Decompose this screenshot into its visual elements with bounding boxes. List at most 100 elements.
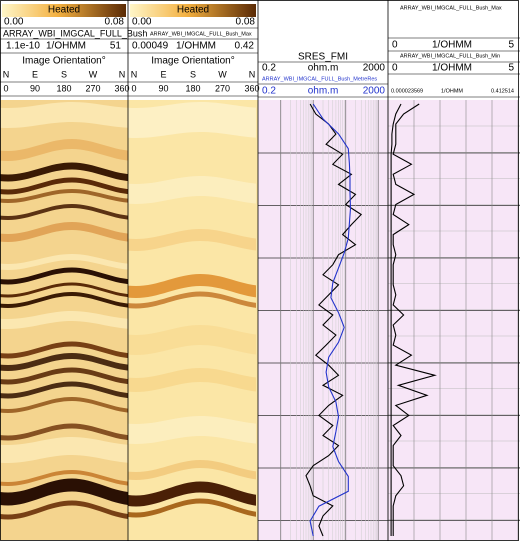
scale-unit: 1/OHMM (432, 63, 472, 74)
degree-label: 90 (30, 83, 40, 93)
curve-name: ARRAY_WBI_IMGCAL_FULL_Bush_Min (400, 53, 500, 59)
image-band (0, 139, 128, 161)
degree-label: 0 (3, 83, 8, 93)
heat-bar (2, 4, 126, 17)
image-band (0, 423, 128, 441)
range-min: 0.00049 (132, 41, 169, 52)
image-band (128, 325, 256, 355)
direction-label: N (3, 69, 10, 79)
scale-min: 0 (392, 40, 398, 51)
direction-label: N (249, 69, 256, 79)
image-band (128, 176, 256, 204)
image-band (128, 102, 256, 138)
image-band (0, 437, 128, 463)
image-band (0, 367, 128, 385)
scale-max: 0.08 (236, 17, 256, 28)
scale-min: 0.00 (132, 17, 152, 28)
image-band (128, 416, 256, 444)
log-curve (390, 103, 402, 536)
degree-label: 270 (215, 83, 230, 93)
scale-min: 0.00 (4, 17, 24, 28)
image-band (0, 500, 128, 520)
scale-title: Heated (48, 5, 80, 16)
image-bands (0, 102, 256, 520)
image-band (0, 292, 128, 308)
degree-label: 270 (85, 83, 100, 93)
image-band (0, 222, 128, 242)
scale-max: 5 (508, 40, 514, 51)
direction-label: E (32, 69, 38, 79)
range-unit: 1/OHMM (46, 41, 86, 52)
scale-unit: ohm.m (308, 63, 339, 74)
image-band (128, 368, 256, 392)
curve-name: ARRAY_WBI_IMGCAL_FULL_Bush_MetreRes (262, 76, 377, 82)
heat-bar (130, 4, 256, 17)
image-band (128, 274, 256, 298)
direction-label: W (218, 69, 227, 79)
direction-label: S (61, 69, 67, 79)
range-min: 1.1e-10 (6, 41, 40, 52)
image-band (0, 381, 128, 399)
image-band (0, 102, 128, 128)
image-band (0, 341, 128, 359)
track-title: SRES_FMI (298, 52, 348, 63)
image-band (128, 291, 256, 309)
image-band (128, 229, 256, 251)
degree-label: 0 (131, 83, 136, 93)
extra-unit: 1/OHMM (441, 88, 463, 94)
curve-name: ARRAY_WBI_IMGCAL_FULL_Bush_Max (400, 5, 502, 11)
scale-max: 2000 (363, 63, 386, 74)
range-max: 51 (110, 41, 122, 52)
log-curve (392, 103, 437, 536)
direction-label: W (89, 69, 98, 79)
scale-unit: ohm.m (308, 86, 339, 97)
image-band (0, 204, 128, 220)
image-band (128, 481, 256, 507)
degree-label: 360 (244, 83, 259, 93)
image-band (0, 353, 128, 371)
header-rules (0, 27, 520, 98)
image-band (0, 282, 128, 298)
scale-min: 0.2 (262, 63, 276, 74)
range-unit: 1/OHMM (176, 41, 216, 52)
scale-max: 5 (508, 63, 514, 74)
image-band (0, 397, 128, 413)
image-band (0, 177, 128, 195)
extra-min: 0.000023569 (391, 88, 423, 94)
scale-min: 0.2 (262, 86, 276, 97)
image-band (128, 460, 256, 480)
orientation: Image Orientation° (151, 56, 235, 67)
image-band (0, 470, 128, 486)
log-curve (309, 103, 352, 537)
degree-label: 90 (158, 83, 168, 93)
orientation: Image Orientation° (22, 56, 106, 67)
degree-label: 360 (114, 83, 129, 93)
scale-min: 0 (392, 63, 398, 74)
image-band (0, 267, 128, 285)
direction-label: E (160, 69, 166, 79)
direction-label: S (190, 69, 196, 79)
conductivity-track (388, 100, 518, 540)
image-band (0, 162, 128, 182)
scale-max: 0.08 (105, 17, 125, 28)
scale-title: Heated (177, 5, 209, 16)
log-curve (305, 103, 363, 537)
curve-name: ARRAY_WBI_IMGCAL_FULL_Bush_Max (150, 31, 252, 37)
range-max: 0.42 (235, 41, 255, 52)
direction-label: N (131, 69, 138, 79)
image-band (0, 189, 128, 203)
degree-label: 180 (56, 83, 71, 93)
curve-name: ARRAY_WBI_IMGCAL_FULL_Bush (3, 28, 147, 38)
scale-unit: 1/OHMM (432, 40, 472, 51)
degree-label: 180 (185, 83, 200, 93)
direction-label: N (119, 69, 126, 79)
extra-max: 0.412514 (491, 88, 514, 94)
curves (305, 103, 437, 537)
scale-max: 2000 (363, 86, 386, 97)
image-band (128, 498, 256, 518)
image-band (0, 311, 128, 329)
